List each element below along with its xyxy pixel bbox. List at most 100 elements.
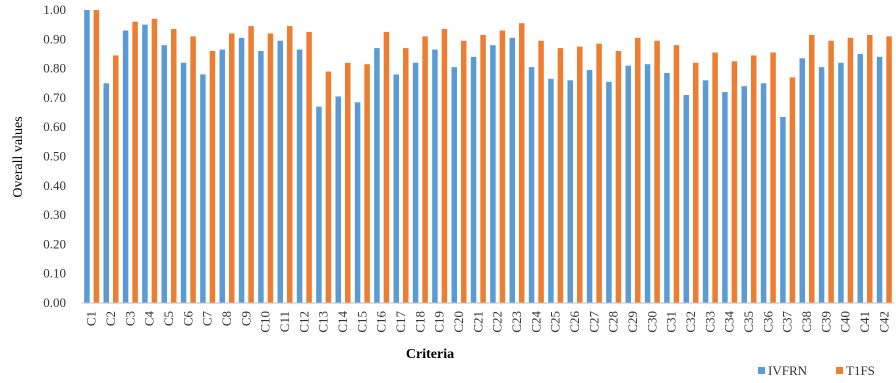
bar-t1fs-c16 xyxy=(383,31,390,303)
bar-t1fs-c40 xyxy=(847,37,854,303)
bar-ivfrn-c9 xyxy=(238,37,245,303)
bar-ivfrn-c13 xyxy=(316,106,322,303)
x-tick-label: C7 xyxy=(200,311,215,327)
x-tick-label: C32 xyxy=(683,311,698,333)
bars-group xyxy=(84,10,892,304)
bar-t1fs-c1 xyxy=(93,10,100,303)
legend-label: IVFRN xyxy=(768,363,808,378)
bar-ivfrn-c25 xyxy=(548,78,554,303)
x-tick-label: C12 xyxy=(296,311,311,333)
x-tick-label: C6 xyxy=(180,311,195,327)
x-tick-label: C1 xyxy=(84,311,99,326)
x-tick-label: C18 xyxy=(412,311,427,333)
bar-t1fs-c19 xyxy=(441,29,448,303)
x-tick-label: C36 xyxy=(760,311,775,333)
bar-ivfrn-c24 xyxy=(528,67,535,303)
bar-ivfrn-c7 xyxy=(200,74,206,304)
x-axis-title: Criteria xyxy=(406,347,454,362)
legend-item-ivfrn: IVFRN xyxy=(758,363,808,378)
bar-ivfrn-c12 xyxy=(296,49,303,304)
bar-t1fs-c8 xyxy=(229,33,235,303)
bar-t1fs-c36 xyxy=(770,52,776,303)
bar-t1fs-c24 xyxy=(538,40,544,303)
x-tick-label: C28 xyxy=(606,311,621,333)
bar-t1fs-c28 xyxy=(615,51,622,303)
bar-ivfrn-c38 xyxy=(799,58,805,304)
bar-t1fs-c4 xyxy=(151,18,158,303)
bar-t1fs-c14 xyxy=(345,62,351,303)
bar-ivfrn-c22 xyxy=(490,45,496,303)
bar-ivfrn-c23 xyxy=(509,37,515,303)
x-tick-label: C15 xyxy=(354,311,369,333)
bar-ivfrn-c2 xyxy=(103,83,109,303)
y-tick-label: 0.40 xyxy=(43,178,66,193)
x-tick-label: C25 xyxy=(548,311,563,333)
bar-ivfrn-c10 xyxy=(258,51,264,303)
bar-ivfrn-c18 xyxy=(412,62,419,303)
bar-t1fs-c9 xyxy=(248,26,254,304)
x-axis-ticks: C1 C2 C3 C4 C5 C6 C7 C8 C9 C10 C11 C12 C13 C14 C15 C16 C… xyxy=(84,311,892,333)
x-tick-label: C35 xyxy=(741,311,756,333)
bar-t1fs-c29 xyxy=(635,37,641,303)
bar-ivfrn-c41 xyxy=(857,53,863,304)
legend-item-t1fs: T1FS xyxy=(836,363,875,378)
y-tick-label: 0.80 xyxy=(43,61,66,76)
bar-ivfrn-c39 xyxy=(818,67,825,303)
bar-ivfrn-c30 xyxy=(644,64,651,304)
bar-ivfrn-c16 xyxy=(374,48,380,304)
bar-t1fs-c12 xyxy=(306,31,312,303)
bar-ivfrn-c17 xyxy=(393,74,399,304)
x-tick-label: C3 xyxy=(122,311,137,326)
legend-label: T1FS xyxy=(846,363,875,378)
x-tick-label: C22 xyxy=(490,311,505,333)
x-tick-label: C20 xyxy=(451,311,466,333)
x-tick-label: C10 xyxy=(258,311,273,333)
bar-ivfrn-c34 xyxy=(722,92,728,303)
x-tick-label: C23 xyxy=(509,311,524,333)
bar-t1fs-c17 xyxy=(403,48,409,304)
x-tick-label: C34 xyxy=(722,311,737,333)
y-tick-label: 1.00 xyxy=(43,2,66,17)
y-tick-label: 0.90 xyxy=(43,31,66,46)
bar-ivfrn-c5 xyxy=(161,45,167,303)
bar-ivfrn-c1 xyxy=(84,10,90,303)
x-tick-label: C30 xyxy=(644,311,659,333)
bar-ivfrn-c29 xyxy=(625,65,631,303)
bar-ivfrn-c4 xyxy=(142,24,148,304)
bar-t1fs-c7 xyxy=(209,51,216,303)
bar-ivfrn-c27 xyxy=(586,70,593,303)
bar-t1fs-c30 xyxy=(654,40,660,303)
x-tick-label: C9 xyxy=(238,311,253,326)
bar-ivfrn-c33 xyxy=(702,80,709,303)
bar-ivfrn-c40 xyxy=(838,62,844,303)
bar-ivfrn-c26 xyxy=(567,80,573,303)
bar-t1fs-c35 xyxy=(751,55,757,303)
legend-swatch xyxy=(836,367,843,374)
legend-swatch xyxy=(758,367,765,374)
bar-t1fs-c23 xyxy=(519,23,525,303)
bar-ivfrn-c36 xyxy=(760,83,767,303)
bar-ivfrn-c37 xyxy=(780,116,786,303)
x-tick-label: C21 xyxy=(470,311,485,333)
x-tick-label: C29 xyxy=(625,311,640,333)
x-tick-label: C27 xyxy=(586,311,601,333)
bar-ivfrn-c19 xyxy=(432,49,438,304)
bar-t1fs-c41 xyxy=(867,34,873,304)
bar-ivfrn-c3 xyxy=(122,30,129,303)
bar-ivfrn-c8 xyxy=(219,49,225,304)
x-tick-label: C4 xyxy=(142,311,157,327)
bar-t1fs-c38 xyxy=(809,34,815,304)
x-tick-label: C41 xyxy=(857,311,872,333)
bar-ivfrn-c11 xyxy=(277,40,283,303)
bar-t1fs-c20 xyxy=(461,40,467,303)
y-axis-ticks: 0.00 0.10 0.20 0.30 0.40 0.50 0.60 0.70 0.80 0.90… xyxy=(43,2,66,310)
x-tick-label: C39 xyxy=(818,311,833,333)
x-tick-label: C33 xyxy=(702,311,717,333)
x-tick-label: C5 xyxy=(161,311,176,326)
x-tick-label: C8 xyxy=(219,311,234,326)
x-tick-label: C24 xyxy=(528,311,543,333)
bar-ivfrn-c15 xyxy=(354,102,361,303)
y-tick-label: 0.20 xyxy=(43,236,66,251)
x-tick-label: C26 xyxy=(567,311,582,333)
bar-ivfrn-c20 xyxy=(451,67,457,303)
